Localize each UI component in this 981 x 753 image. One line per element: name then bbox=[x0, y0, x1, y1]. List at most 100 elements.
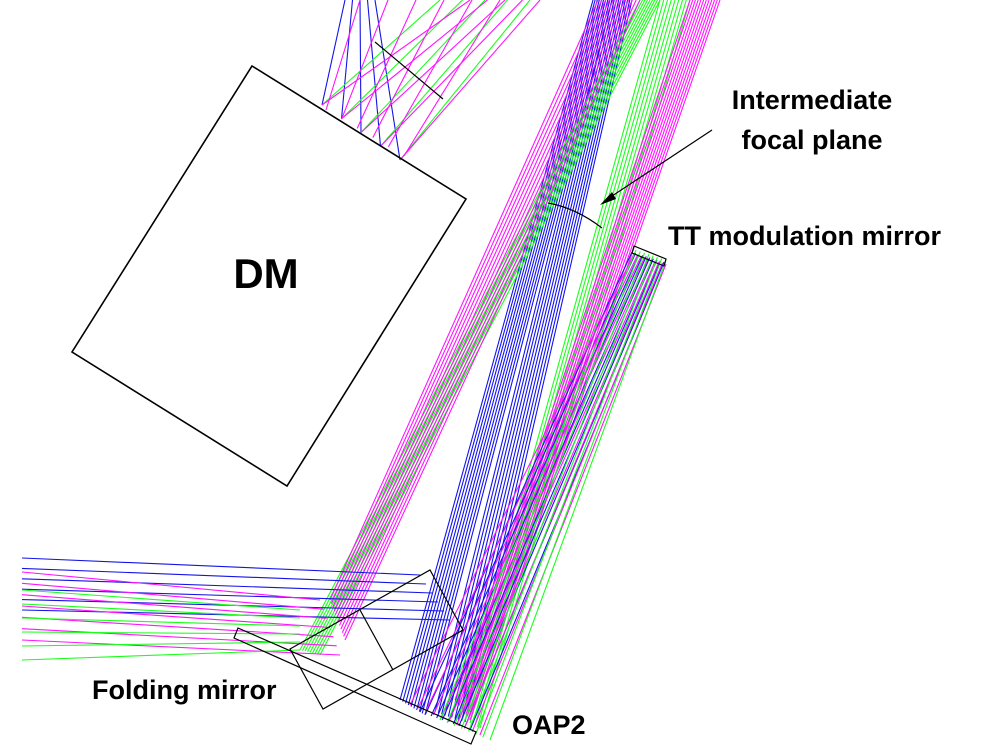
intermediate-focal-plane-label-line1: Intermediate bbox=[732, 85, 893, 115]
ray-line-magenta bbox=[21, 594, 327, 619]
ray-line-green bbox=[453, 252, 646, 726]
folding-mirror-plate bbox=[233, 627, 477, 745]
ray-line-blue bbox=[21, 567, 427, 585]
ray-line-magenta bbox=[380, 0, 523, 147]
ray-line-green bbox=[321, 0, 441, 106]
dm-box bbox=[70, 64, 468, 488]
ray-line-magenta bbox=[448, 259, 653, 722]
ray-line-blue bbox=[410, 0, 602, 707]
ray-line-magenta bbox=[343, 0, 637, 637]
ray-line-magenta bbox=[454, 0, 691, 701]
ray-line-magenta bbox=[360, 0, 506, 133]
dm-beam-window bbox=[374, 41, 444, 100]
ray-line-green bbox=[380, 0, 508, 147]
folding-mirror-prism bbox=[289, 569, 464, 710]
ray-line-green bbox=[475, 256, 658, 735]
ray-line-magenta bbox=[399, 0, 541, 161]
ray-line-magenta bbox=[21, 628, 337, 647]
ray-line-blue bbox=[359, 0, 362, 133]
ray-line-blue bbox=[366, 0, 382, 147]
ray-line-green bbox=[309, 0, 651, 653]
intermediate-focal-plane-arc bbox=[547, 202, 603, 229]
ray-line-green bbox=[21, 631, 301, 635]
ray-line-green bbox=[482, 258, 663, 738]
ray-line-magenta bbox=[341, 0, 389, 120]
ray-line-blue bbox=[321, 0, 346, 106]
ray-line-magenta bbox=[344, 0, 641, 641]
ray-line-blue bbox=[418, 0, 609, 712]
ray-line-magenta bbox=[325, 0, 361, 111]
ray-line-magenta bbox=[330, 0, 603, 604]
ray-line-magenta bbox=[21, 582, 324, 610]
ray-line-magenta bbox=[336, 0, 618, 619]
ray-line-blue bbox=[447, 0, 622, 717]
ray-line-magenta bbox=[333, 0, 610, 612]
ray-line-magenta bbox=[334, 0, 614, 615]
ray-line-magenta bbox=[425, 255, 642, 712]
ray-line-blue bbox=[421, 0, 611, 714]
ray-line-magenta bbox=[372, 0, 445, 138]
ray-line-magenta bbox=[329, 0, 599, 601]
ray-line-magenta bbox=[461, 0, 705, 710]
ray-line-green bbox=[21, 641, 301, 647]
folding-mirror-prism-edge bbox=[359, 609, 394, 671]
ray-line-magenta bbox=[440, 258, 649, 719]
ray-line-magenta bbox=[340, 0, 630, 630]
ray-line-magenta bbox=[21, 639, 341, 656]
ray-line-magenta bbox=[21, 605, 331, 629]
ray-line-blue bbox=[454, 0, 626, 719]
ray-line-green bbox=[468, 255, 654, 732]
ray-line-blue bbox=[451, 0, 624, 718]
intermediate-arrow-head bbox=[600, 192, 616, 205]
ray-line-green bbox=[461, 0, 665, 720]
tt-modulation-mirror-label: TT modulation mirror bbox=[668, 221, 941, 251]
ray-line-magenta bbox=[409, 253, 635, 706]
ray-line-magenta bbox=[321, 0, 471, 106]
ray-line-magenta bbox=[21, 571, 321, 601]
ray-line-green bbox=[21, 617, 301, 627]
ray-line-magenta bbox=[332, 0, 607, 608]
ray-line-magenta bbox=[356, 0, 417, 129]
ray-line-green bbox=[439, 249, 637, 721]
ray-line-green bbox=[489, 259, 667, 741]
ray-line-green bbox=[21, 649, 301, 661]
ray-line-blue bbox=[405, 0, 598, 704]
ray-line-blue bbox=[430, 253, 640, 717]
ray-line-green bbox=[21, 603, 301, 619]
ray-line-magenta bbox=[339, 0, 626, 626]
ray-line-green bbox=[319, 0, 661, 656]
ray-line-green bbox=[304, 0, 646, 652]
ray-line-blue bbox=[21, 557, 421, 576]
dm-label: DM bbox=[233, 250, 298, 297]
ray-line-blue bbox=[436, 255, 644, 719]
ray-traces bbox=[21, 0, 721, 741]
ray-line-green bbox=[314, 0, 656, 655]
folding-mirror-label: Folding mirror bbox=[92, 675, 277, 705]
ray-line-magenta bbox=[459, 0, 702, 708]
ray-line-blue bbox=[441, 0, 617, 715]
ray-line-magenta bbox=[479, 263, 667, 736]
ray-line-blue bbox=[413, 0, 605, 709]
ray-line-blue bbox=[458, 259, 658, 727]
ray-line-green bbox=[21, 589, 301, 611]
ray-line-blue bbox=[21, 578, 433, 594]
ray-line-magenta bbox=[403, 0, 501, 157]
tt-modulation-mirror bbox=[631, 245, 667, 267]
ray-line-magenta bbox=[432, 257, 646, 716]
ray-line-blue bbox=[340, 0, 354, 119]
ray-line-green bbox=[317, 0, 658, 655]
ray-line-magenta bbox=[456, 260, 656, 726]
ray-line-blue bbox=[21, 588, 439, 603]
ray-line-green bbox=[360, 0, 486, 133]
ray-line-magenta bbox=[337, 0, 622, 623]
intermediate-focal-plane-label-line2: focal plane bbox=[741, 125, 882, 155]
ray-line-magenta bbox=[341, 0, 488, 120]
intermediate-arrow-line bbox=[605, 129, 713, 201]
ray-line-magenta bbox=[417, 254, 639, 709]
ray-line-magenta bbox=[457, 0, 696, 704]
ray-line-magenta bbox=[458, 0, 699, 706]
ray-line-green bbox=[460, 254, 650, 729]
ray-line-green bbox=[446, 251, 641, 724]
ray-line-magenta bbox=[341, 0, 633, 633]
